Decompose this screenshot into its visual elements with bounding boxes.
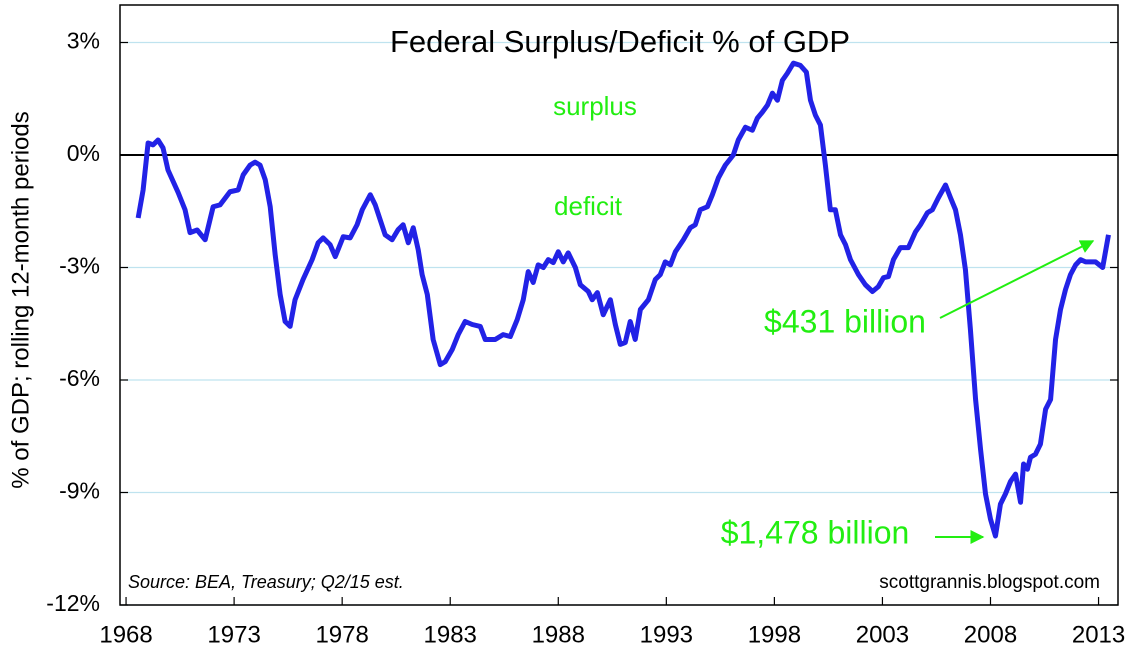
y-tick-label: -9% (59, 478, 100, 504)
x-tick-label: 1988 (532, 621, 585, 648)
x-tick-label: 2008 (964, 621, 1017, 648)
annotation: $431 billion (764, 303, 926, 339)
y-tick-label: 0% (67, 140, 100, 166)
source-note: Source: BEA, Treasury; Q2/15 est. (128, 572, 404, 592)
annotation: surplus (553, 91, 637, 121)
y-tick-label: -12% (46, 590, 100, 616)
x-tick-label: 2003 (856, 621, 909, 648)
chart-title: Federal Surplus/Deficit % of GDP (390, 24, 850, 59)
x-tick-label: 1983 (424, 621, 477, 648)
plot-frame (119, 4, 1119, 606)
arrow (939, 240, 1095, 319)
y-tick-label: -6% (59, 365, 100, 391)
x-tick-label: 1993 (640, 621, 693, 648)
x-tick-label: 1968 (99, 621, 152, 648)
x-tick-label: 1973 (207, 621, 260, 648)
x-tick-label: 2013 (1072, 621, 1125, 648)
x-tick-label: 1998 (748, 621, 801, 648)
y-axis-title: % of GDP; rolling 12-month periods (7, 111, 34, 489)
y-tick-label: 3% (67, 28, 100, 54)
x-tick-label: 1978 (315, 621, 368, 648)
y-tick-label: -3% (59, 253, 100, 279)
annotation: deficit (554, 191, 623, 221)
marks (135, 60, 1111, 539)
annotation: $1,478 billion (721, 514, 910, 550)
data-line (135, 60, 1111, 539)
credit: scottgrannis.blogspot.com (879, 572, 1100, 593)
